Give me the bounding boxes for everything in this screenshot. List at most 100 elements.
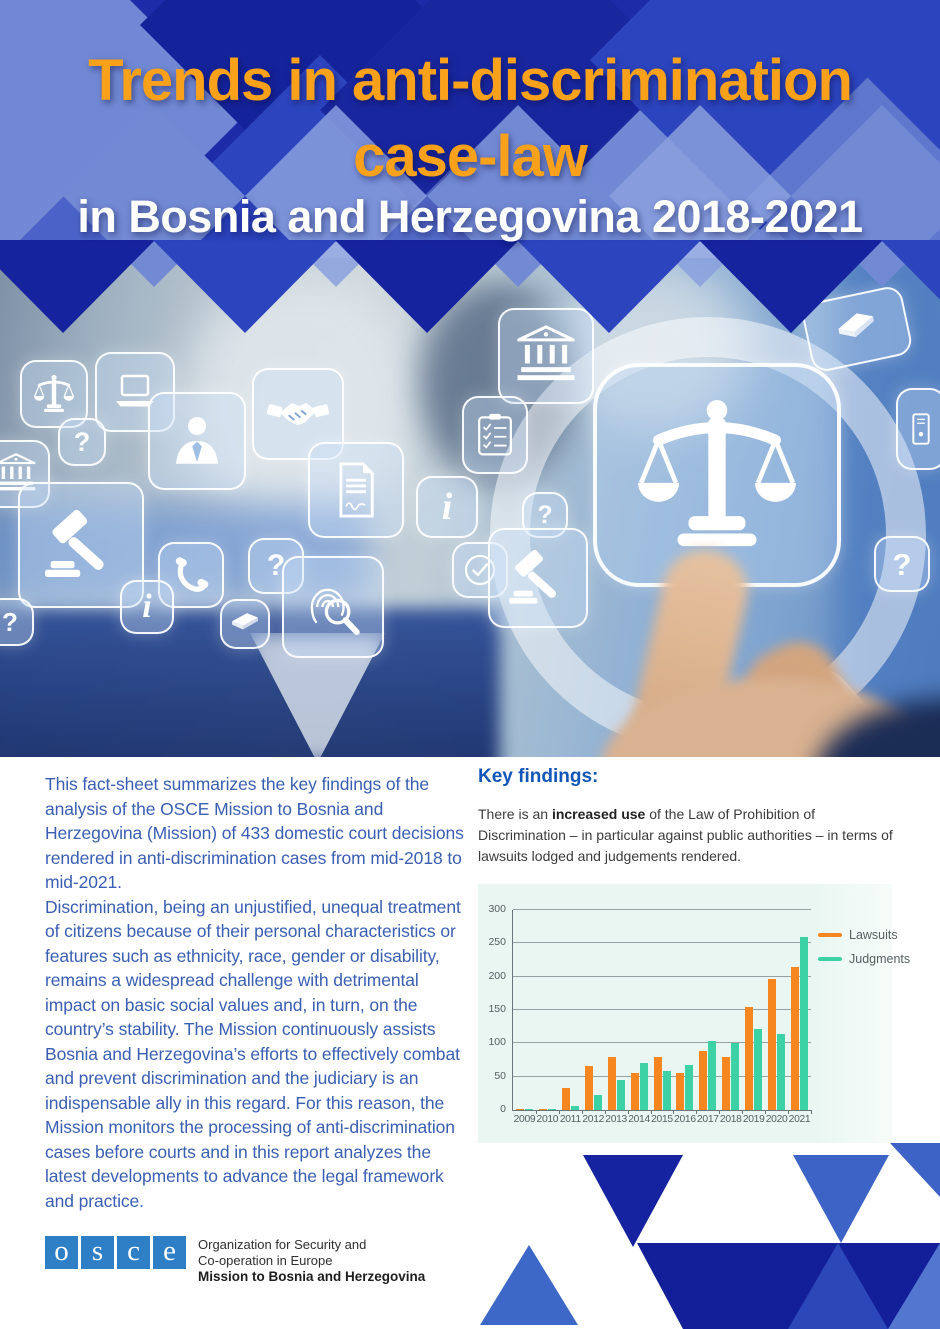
osce-mission-line: Mission to Bosnia and Herzegovina <box>198 1269 426 1284</box>
fingerprint-magnifier-icon <box>300 574 366 640</box>
chart-y-tick-label: 50 <box>494 1069 506 1082</box>
chart-x-tickmark <box>604 1110 606 1114</box>
chart-x-tick-label: 2013 <box>605 1114 627 1125</box>
chart-y-tick-label: 100 <box>488 1036 506 1049</box>
chart-legend: Lawsuits Judgments <box>818 928 910 966</box>
book-icon-tile <box>220 599 270 649</box>
gavel-icon <box>506 546 570 610</box>
chart-bar-lawsuits <box>791 966 800 1110</box>
courthouse-icon-tile-2 <box>498 308 594 404</box>
osce-logo-letter: o <box>45 1236 78 1269</box>
scales-of-justice-large-icon <box>633 396 801 554</box>
chart-x-tick-label: 2019 <box>742 1114 765 1125</box>
chart-bar-judgments <box>685 1064 694 1110</box>
chart-x-tickmark <box>742 1110 744 1114</box>
fingerprint-icon-tile <box>282 556 384 658</box>
chart-bar-lawsuits <box>768 978 777 1110</box>
info-icon: i <box>441 486 453 528</box>
handshake-icon-tile <box>252 368 344 460</box>
osce-logo-letter: c <box>117 1236 150 1269</box>
person-icon-tile <box>148 392 246 490</box>
chart-bar-lawsuits <box>745 1007 754 1110</box>
chart-bar-judgments <box>639 1062 648 1110</box>
info-icon: i <box>142 588 152 625</box>
chart-x-tickmark <box>558 1110 560 1114</box>
chart-y-tick-label: 0 <box>500 1103 506 1115</box>
photo-navy-bottom <box>0 608 500 757</box>
chart-x-tickmark <box>627 1110 629 1114</box>
courthouse-icon <box>515 325 577 387</box>
computer-icon-tile <box>896 388 940 470</box>
legend-label: Lawsuits <box>849 928 898 942</box>
page-subtitle: in Bosnia and Herzegovina 2018-2021 <box>77 191 863 242</box>
chart-bar-lawsuits <box>699 1050 708 1110</box>
question-mark-icon: ? <box>892 546 912 582</box>
scales-large-tile <box>593 363 841 587</box>
chart-x-tick-label: 2021 <box>788 1114 811 1125</box>
book-icon <box>821 299 894 359</box>
osce-logo-squares: o s c e <box>45 1236 186 1269</box>
scales-icon-tile <box>20 360 88 428</box>
chart-bar-lawsuits <box>515 1108 524 1110</box>
legend-swatch-lawsuits <box>818 932 842 938</box>
question-mark-icon: ? <box>266 549 286 582</box>
chart-bar-judgments <box>616 1080 625 1110</box>
chart-y-tick-label: 250 <box>488 936 506 949</box>
chart-gridline <box>513 1075 811 1077</box>
question-mark-icon: ? <box>537 500 553 529</box>
chart-bar-lawsuits <box>630 1073 639 1110</box>
chart-gridline <box>513 909 811 910</box>
question-icon-tile: ? <box>58 418 106 466</box>
intro-text: This fact-sheet summarizes the key findi… <box>45 772 469 1213</box>
chart-bar-lawsuits <box>676 1072 685 1110</box>
chart-bar-judgments <box>593 1095 602 1110</box>
question-mark-icon: ? <box>73 426 91 457</box>
legend-swatch-judgments <box>818 956 842 962</box>
handshake-icon <box>267 383 329 445</box>
chart-bar-judgments <box>570 1106 579 1110</box>
chart-bar-judgments <box>547 1109 556 1110</box>
key-findings-prefix: There is an <box>478 806 552 822</box>
question-icon-tile-3: ? <box>0 598 34 646</box>
chart-bar-lawsuits <box>584 1066 593 1110</box>
chart-x-tick-label: 2016 <box>674 1114 696 1125</box>
chart-x-tick-label: 2017 <box>696 1114 719 1125</box>
check-circle-icon-tile <box>452 542 508 598</box>
chart-y-tick-label: 200 <box>488 969 506 982</box>
checklist-icon-tile <box>462 396 528 474</box>
gavel-icon <box>41 505 121 585</box>
page-title-line1: Trends in anti-discrimination <box>88 48 853 113</box>
osce-logo: o s c e Organization for Security and Co… <box>45 1236 425 1285</box>
chart-x-tickmark <box>788 1110 790 1114</box>
chart-bar-judgments <box>731 1043 740 1110</box>
chart-x-tickmark <box>811 1110 812 1114</box>
intro-paragraph-2: Discrimination, being an unjustified, un… <box>45 896 461 1211</box>
chart-gridline <box>513 975 811 977</box>
signed-document-icon <box>327 461 385 519</box>
chart-x-tick-label: 2011 <box>559 1114 581 1125</box>
key-findings-bold: increased use <box>551 806 646 822</box>
chart-bar-lawsuits <box>722 1057 731 1110</box>
chart-x-tick-label: 2012 <box>582 1114 605 1125</box>
osce-logo-letter: s <box>81 1236 114 1269</box>
chart-x-tickmark <box>650 1110 652 1114</box>
chart-bar-judgments <box>777 1034 786 1110</box>
chart-bar-lawsuits <box>607 1057 616 1110</box>
question-mark-icon: ? <box>2 607 18 637</box>
info-icon-tile: i <box>416 476 478 538</box>
hero-photo: ? i ? i ? ? ? <box>0 258 940 757</box>
computer-tower-icon <box>905 400 937 458</box>
key-findings-heading: Key findings: <box>478 766 599 787</box>
chart-x-tick-label: 2010 <box>536 1114 559 1125</box>
chart-gridline <box>513 1009 811 1010</box>
key-findings-suffix: of the Law of Prohibition of Discriminat… <box>478 806 893 864</box>
legend-label: Judgments <box>849 952 911 966</box>
osce-org-line1: Organization for Security and <box>198 1237 367 1252</box>
chart-bar-judgments <box>800 936 809 1110</box>
chart-x-tickmark <box>673 1110 675 1114</box>
page-title-line2: case-law <box>353 124 588 189</box>
scales-icon <box>34 374 74 414</box>
chart-bar-lawsuits <box>653 1056 662 1110</box>
chart-x-tickmark <box>581 1110 583 1114</box>
